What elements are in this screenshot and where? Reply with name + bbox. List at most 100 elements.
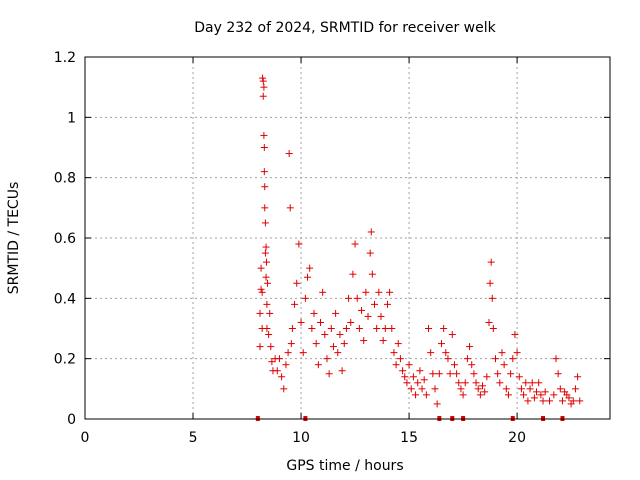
data-point (323, 355, 331, 363)
data-point (488, 294, 496, 302)
data-point (263, 325, 271, 332)
data-point (409, 373, 417, 381)
data-point (509, 355, 517, 363)
data-point (381, 325, 389, 332)
data-point (446, 370, 454, 378)
data-point (483, 373, 491, 381)
data-point (256, 309, 264, 317)
data-point (517, 385, 525, 393)
data-point (282, 361, 290, 369)
data-point (394, 340, 402, 348)
data-point (539, 397, 547, 405)
data-point (396, 355, 404, 363)
data-point (533, 388, 541, 396)
data-point (515, 373, 523, 381)
data-point (366, 249, 374, 257)
y-axis-label: SRMTID / TECUs (6, 182, 22, 295)
data-point (261, 249, 269, 257)
data-point (476, 391, 484, 399)
data-point (470, 370, 478, 378)
data-point (261, 183, 269, 191)
data-point (301, 294, 309, 302)
data-point (466, 343, 474, 351)
data-point (403, 379, 411, 387)
data-point (262, 258, 270, 266)
data-point (351, 240, 359, 248)
data-point (513, 349, 521, 357)
data-point (257, 285, 265, 293)
data-point (263, 300, 271, 308)
data-point (355, 325, 363, 332)
data-point (437, 340, 445, 348)
data-point (576, 397, 584, 405)
data-point (258, 288, 266, 296)
data-point (383, 300, 391, 308)
data-point (319, 288, 327, 296)
y-tick-label: 1.2 (54, 50, 76, 66)
data-point (377, 312, 385, 320)
data-point (496, 379, 504, 387)
data-point (260, 83, 268, 91)
data-point (520, 391, 528, 399)
data-point (310, 309, 318, 317)
data-point (386, 288, 394, 296)
data-point (371, 300, 379, 308)
data-point (485, 318, 493, 326)
data-point (353, 294, 361, 302)
data-point (259, 74, 267, 82)
data-points (256, 74, 584, 408)
data-point (275, 355, 283, 363)
data-point (541, 388, 549, 396)
data-point (429, 370, 437, 378)
axis-ticks: 0 0.2 0.4 0.6 0.8 1 1.2 0 5 10 15 20 (54, 50, 610, 446)
data-point (304, 273, 312, 281)
data-point (347, 318, 355, 326)
data-point (288, 325, 296, 332)
data-point (422, 391, 430, 399)
data-point (280, 385, 288, 393)
data-point (284, 349, 292, 357)
data-point (552, 355, 560, 363)
data-point (448, 331, 456, 339)
data-point (444, 355, 452, 363)
data-point (379, 337, 387, 345)
data-point (431, 385, 439, 393)
data-point (550, 391, 558, 399)
data-point (321, 331, 329, 339)
data-point (487, 258, 495, 266)
data-point (498, 349, 506, 357)
data-point (479, 382, 487, 390)
data-point (260, 131, 268, 139)
data-point (455, 379, 463, 387)
data-point (265, 331, 273, 339)
data-point (399, 367, 407, 375)
data-point (373, 325, 381, 332)
data-point (267, 343, 275, 351)
data-point (273, 367, 281, 375)
data-point (556, 385, 564, 393)
data-point (427, 349, 435, 357)
data-point (474, 385, 482, 393)
chart-title: Day 232 of 2024, SRMTID for receiver wel… (194, 20, 496, 36)
data-point (364, 312, 372, 320)
data-point (287, 340, 295, 348)
data-point (472, 379, 480, 387)
data-point (340, 340, 348, 348)
data-point (494, 370, 502, 378)
data-point (554, 370, 562, 378)
data-point (329, 343, 337, 351)
data-point (338, 367, 346, 375)
y-tick-label: 0.6 (54, 231, 76, 247)
data-point (259, 77, 267, 85)
data-point (257, 264, 265, 272)
data-point (295, 240, 303, 248)
data-point (286, 204, 294, 212)
data-point (345, 294, 353, 302)
data-point (459, 391, 467, 399)
data-point (453, 370, 461, 378)
data-point (420, 376, 428, 384)
data-point (334, 349, 342, 357)
data-point (358, 306, 366, 314)
data-point (342, 325, 350, 332)
data-point (504, 391, 512, 399)
